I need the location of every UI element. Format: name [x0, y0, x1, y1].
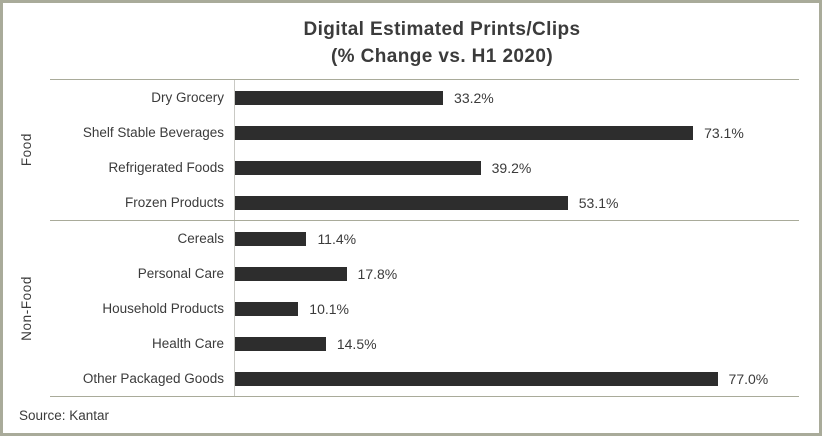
bar-row: Shelf Stable Beverages 73.1% — [50, 115, 799, 150]
category-label: Personal Care — [137, 266, 224, 281]
bar — [235, 90, 444, 105]
bar-track: 53.1% — [234, 185, 799, 220]
bar-row: Health Care 14.5% — [50, 326, 799, 361]
bar — [235, 336, 326, 351]
bar — [235, 125, 694, 140]
bar — [235, 266, 347, 281]
value-label: 73.1% — [704, 124, 744, 141]
group-section-food: Food Dry Grocery 33.2% Shelf Stable Beverag… — [3, 79, 799, 220]
bar-row: Refrigerated Foods 39.2% — [50, 150, 799, 185]
group-section-non-food: Non-Food Cereals 11.4% Personal Care 17.8% Ho… — [3, 220, 799, 397]
category-label: Household Products — [102, 301, 224, 316]
bar-track: 39.2% — [234, 150, 799, 185]
group-label-cell: Food — [3, 79, 50, 220]
group-label-cell: Non-Food — [3, 220, 50, 397]
bar-track: 77.0% — [234, 361, 799, 396]
bar-row: Household Products 10.1% — [50, 291, 799, 326]
bar — [235, 371, 718, 386]
bar-track: 73.1% — [234, 115, 799, 150]
group-rows: Cereals 11.4% Personal Care 17.8% Household … — [50, 220, 799, 397]
bar-chart: Food Dry Grocery 33.2% Shelf Stable Beverag… — [3, 79, 799, 397]
group-label: Non-Food — [19, 276, 34, 341]
category-label: Dry Grocery — [151, 90, 224, 105]
bar-track: 14.5% — [234, 326, 799, 361]
bar — [235, 231, 307, 246]
chart-subtitle: (% Change vs. H1 2020) — [330, 46, 554, 67]
category-label: Other Packaged Goods — [82, 371, 224, 386]
category-label: Refrigerated Foods — [108, 160, 224, 175]
category-label: Shelf Stable Beverages — [82, 125, 224, 140]
chart-title: Digital Estimated Prints/Clips — [303, 19, 581, 40]
bar-row: Personal Care 17.8% — [50, 256, 799, 291]
value-label: 53.1% — [578, 194, 619, 211]
bar-row: Cereals 11.4% — [50, 221, 799, 256]
value-label: 14.5% — [336, 335, 377, 352]
category-label: Cereals — [177, 231, 224, 246]
value-label: 17.8% — [357, 265, 398, 282]
chart-title-block: Digital Estimated Prints/Clips (% Change… — [85, 16, 799, 70]
source-note: Source: Kantar — [19, 408, 110, 423]
bar — [235, 195, 568, 210]
value-label: 11.4% — [317, 230, 357, 247]
category-label: Frozen Products — [124, 195, 224, 210]
category-label: Health Care — [151, 336, 224, 351]
group-label: Food — [19, 132, 34, 167]
bar-track: 33.2% — [234, 80, 799, 115]
bar-row: Dry Grocery 33.2% — [50, 80, 799, 115]
bar-track: 11.4% — [234, 221, 799, 256]
value-label: 33.2% — [454, 89, 494, 106]
bar — [235, 160, 481, 175]
value-label: 39.2% — [491, 159, 532, 176]
bar-row: Frozen Products 53.1% — [50, 185, 799, 220]
value-label: 10.1% — [309, 300, 349, 317]
value-label: 77.0% — [728, 370, 769, 387]
bar — [235, 301, 299, 316]
bar-row: Other Packaged Goods 77.0% — [50, 361, 799, 396]
bar-track: 10.1% — [234, 291, 799, 326]
bar-track: 17.8% — [234, 256, 799, 291]
group-rows: Dry Grocery 33.2% Shelf Stable Beverages 73… — [50, 79, 799, 220]
